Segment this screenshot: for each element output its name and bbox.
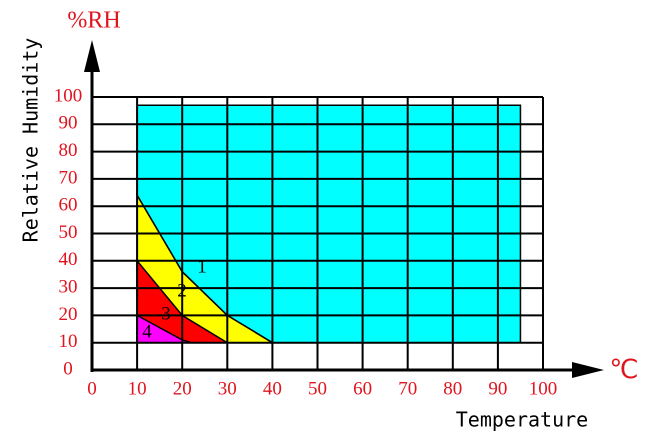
x-tick-label: 90 bbox=[488, 378, 507, 399]
y-tick-label: 70 bbox=[59, 167, 78, 188]
x-tick-label: 60 bbox=[353, 378, 372, 399]
x-tick-label: 100 bbox=[529, 378, 558, 399]
x-tick-label: 50 bbox=[308, 378, 327, 399]
x-tick-label: 10 bbox=[128, 378, 147, 399]
y-tick-label: 30 bbox=[59, 276, 78, 297]
x-tick-label: 20 bbox=[173, 378, 192, 399]
x-tick-label: 80 bbox=[443, 378, 462, 399]
x-arrow bbox=[572, 362, 604, 378]
y-tick-label: 0 bbox=[63, 358, 73, 379]
region-label: 1 bbox=[197, 256, 207, 277]
y-tick-label: 90 bbox=[59, 113, 78, 134]
x-tick-label: 0 bbox=[87, 378, 97, 399]
y-tick-label: 60 bbox=[59, 195, 78, 216]
x-tick-label: 40 bbox=[263, 378, 282, 399]
y-axis-title: Relative Humidity bbox=[19, 38, 43, 243]
region-label: 4 bbox=[142, 321, 152, 342]
x-unit: ℃ bbox=[609, 355, 638, 384]
y-tick-label: 100 bbox=[54, 85, 83, 106]
y-tick-label: 50 bbox=[59, 222, 78, 243]
x-tick-label: 70 bbox=[398, 378, 417, 399]
y-unit: %RH bbox=[67, 8, 120, 34]
y-tick-label: 20 bbox=[59, 304, 78, 325]
x-axis-title: Temperature bbox=[456, 408, 588, 432]
y-tick-label: 10 bbox=[59, 331, 78, 352]
x-tick-label: 30 bbox=[218, 378, 237, 399]
region-label: 2 bbox=[177, 280, 187, 301]
region-label: 3 bbox=[161, 303, 171, 324]
y-tick-label: 40 bbox=[59, 249, 78, 270]
y-arrow bbox=[84, 40, 100, 72]
y-tick-label: 80 bbox=[59, 140, 78, 161]
